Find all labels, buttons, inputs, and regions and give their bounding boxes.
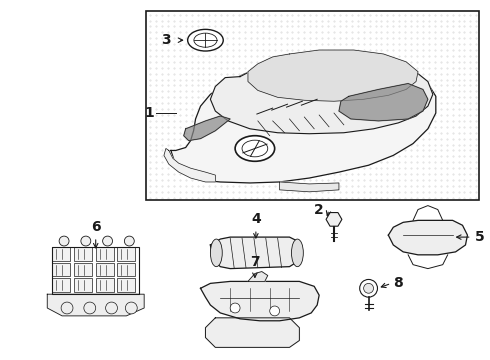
Polygon shape xyxy=(389,220,467,255)
Ellipse shape xyxy=(188,30,223,51)
Circle shape xyxy=(125,302,137,314)
Circle shape xyxy=(106,302,118,314)
Polygon shape xyxy=(200,282,319,321)
Text: 4: 4 xyxy=(251,212,261,238)
Polygon shape xyxy=(210,237,301,269)
Bar xyxy=(146,11,479,200)
Circle shape xyxy=(59,236,69,246)
Polygon shape xyxy=(164,148,215,182)
Text: 2: 2 xyxy=(314,203,324,216)
Polygon shape xyxy=(326,212,342,226)
Text: 6: 6 xyxy=(91,220,100,248)
Circle shape xyxy=(270,306,280,316)
Polygon shape xyxy=(171,60,436,183)
Bar xyxy=(74,278,92,292)
Ellipse shape xyxy=(292,239,303,267)
Text: 1: 1 xyxy=(144,106,154,120)
Polygon shape xyxy=(248,50,418,101)
Polygon shape xyxy=(248,271,268,282)
Polygon shape xyxy=(280,182,339,192)
Circle shape xyxy=(81,236,91,246)
Polygon shape xyxy=(339,84,428,121)
Bar xyxy=(96,278,114,292)
Polygon shape xyxy=(210,54,433,134)
Bar xyxy=(52,247,139,294)
Bar xyxy=(118,263,135,276)
Ellipse shape xyxy=(235,136,275,161)
Circle shape xyxy=(84,302,96,314)
Text: 3: 3 xyxy=(161,33,171,47)
Circle shape xyxy=(230,303,240,313)
Text: 8: 8 xyxy=(393,276,403,291)
Polygon shape xyxy=(205,318,299,347)
Bar xyxy=(74,247,92,261)
Polygon shape xyxy=(47,294,144,316)
Polygon shape xyxy=(184,116,230,141)
Bar xyxy=(52,247,70,261)
Ellipse shape xyxy=(210,239,222,267)
Bar xyxy=(74,263,92,276)
Bar xyxy=(118,278,135,292)
Bar xyxy=(96,247,114,261)
Bar xyxy=(52,263,70,276)
Text: 5: 5 xyxy=(457,230,484,244)
Circle shape xyxy=(102,236,113,246)
Bar xyxy=(118,247,135,261)
Bar xyxy=(96,263,114,276)
Circle shape xyxy=(364,283,373,293)
Circle shape xyxy=(124,236,134,246)
Text: 7: 7 xyxy=(250,255,260,278)
Bar xyxy=(52,278,70,292)
Circle shape xyxy=(360,279,377,297)
Circle shape xyxy=(61,302,73,314)
